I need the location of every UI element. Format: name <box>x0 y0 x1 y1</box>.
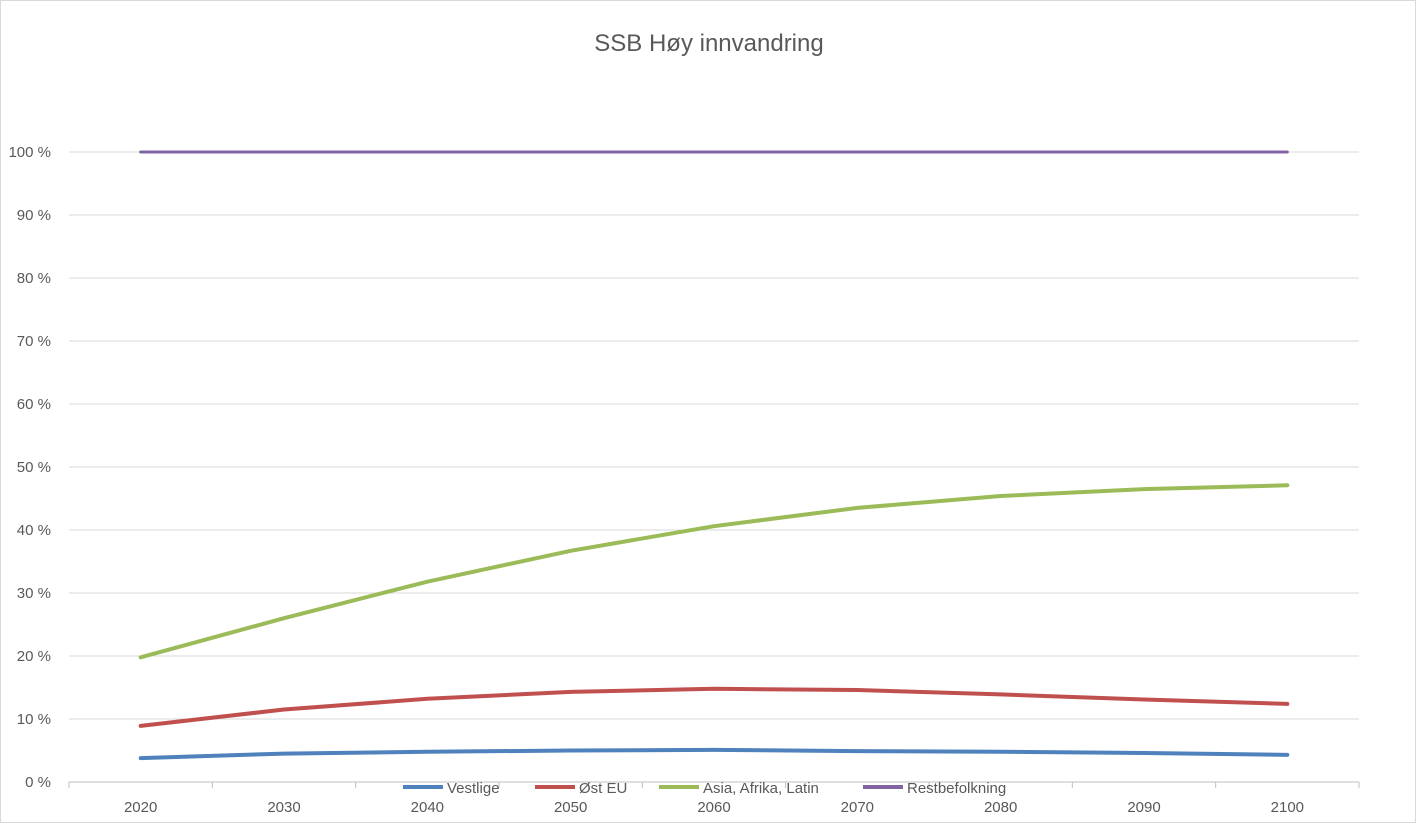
legend-item: Asia, Afrika, Latin <box>659 780 819 797</box>
y-tick-label: 40 % <box>17 522 51 539</box>
legend-label: Restbefolkning <box>907 780 1006 797</box>
series-line-0 <box>141 750 1288 758</box>
y-tick-label: 70 % <box>17 333 51 350</box>
series-line-1 <box>141 689 1288 726</box>
legend-label: Vestlige <box>447 780 500 797</box>
y-tick-label: 20 % <box>17 648 51 665</box>
x-tick-label: 2050 <box>554 799 587 816</box>
series-line-2 <box>141 485 1288 657</box>
x-tick-label: 2080 <box>984 799 1017 816</box>
y-tick-label: 80 % <box>17 270 51 287</box>
legend-label: Asia, Afrika, Latin <box>703 780 819 797</box>
legend: Vestlige Øst EU Asia, Afrika, Latin Restbef… <box>403 780 1006 797</box>
y-tick-label: 60 % <box>17 396 51 413</box>
y-tick-label: 0 % <box>25 774 51 791</box>
legend-item: Vestlige <box>403 780 500 797</box>
legend-label: Øst EU <box>579 780 627 797</box>
y-tick-label: 10 % <box>17 711 51 728</box>
y-tick-label: 50 % <box>17 459 51 476</box>
x-tick-label: 2070 <box>841 799 874 816</box>
series-lines <box>141 152 1288 758</box>
axes: 0 % 10 % 20 % 30 % 40 % 50 % 60 % 70 % 80 % 90 % 1… <box>8 144 1359 816</box>
y-tick-label: 100 % <box>8 144 51 161</box>
x-tick-label: 2060 <box>697 799 730 816</box>
x-tick-label: 2090 <box>1127 799 1160 816</box>
legend-item: Øst EU <box>535 780 627 797</box>
chart-title: SSB Høy innvandring <box>594 30 823 57</box>
x-tick-label: 2020 <box>124 799 157 816</box>
x-tick-label: 2030 <box>267 799 300 816</box>
x-tick-label: 2100 <box>1271 799 1304 816</box>
legend-item: Restbefolkning <box>863 780 1006 797</box>
y-tick-label: 90 % <box>17 207 51 224</box>
y-tick-label: 30 % <box>17 585 51 602</box>
x-tick-label: 2040 <box>411 799 444 816</box>
